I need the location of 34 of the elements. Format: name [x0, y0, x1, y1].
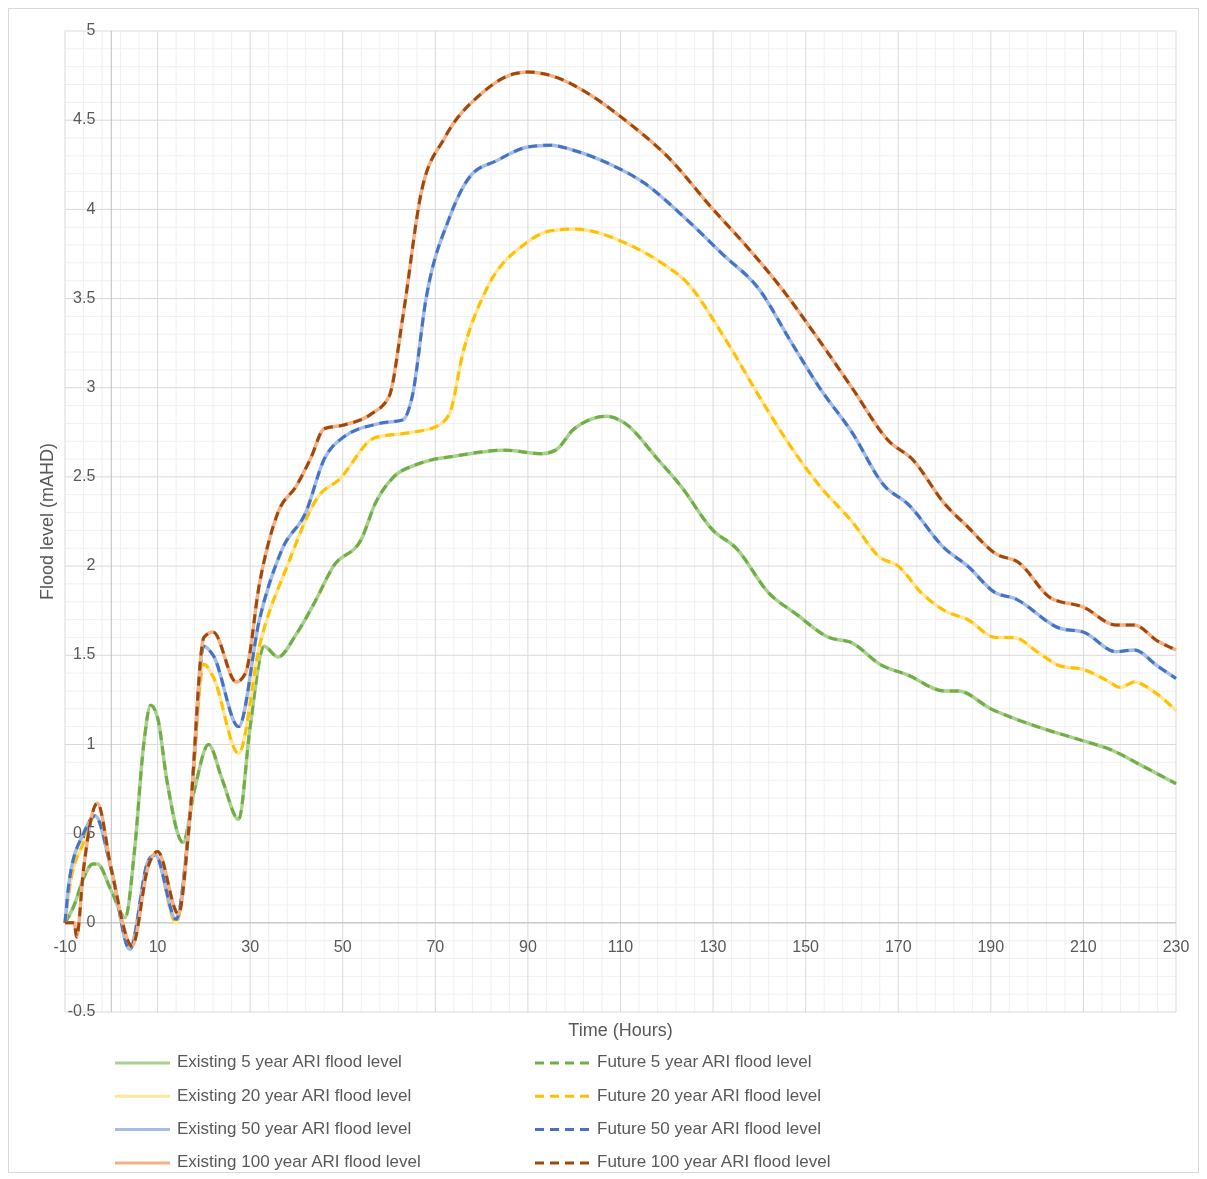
legend-label: Existing 20 year ARI flood level: [177, 1085, 412, 1105]
legend-label: Existing 5 year ARI flood level: [177, 1052, 402, 1072]
legend-label: Existing 100 year ARI flood level: [177, 1152, 421, 1172]
x-axis-title: Time (Hours): [568, 1019, 673, 1040]
y-tick-label: 4.5: [73, 110, 96, 128]
x-tick-label: 110: [607, 938, 634, 956]
legend-label: Future 20 year ARI flood level: [597, 1085, 821, 1105]
y-tick-label: -0.5: [67, 1002, 96, 1020]
x-tick-label: 150: [792, 938, 820, 956]
y-tick-label: 3: [86, 377, 96, 395]
legend-label: Future 50 year ARI flood level: [597, 1119, 821, 1139]
y-tick-label: 1.5: [73, 645, 96, 663]
x-tick-label: 230: [1162, 938, 1190, 956]
x-tick-label: 90: [519, 938, 537, 956]
y-tick-label: 4: [86, 199, 96, 217]
x-tick-label: 210: [1070, 938, 1097, 956]
x-tick-label: -10: [53, 938, 77, 956]
y-tick-label: 3.5: [73, 288, 96, 306]
x-tick-label: 50: [333, 938, 352, 956]
y-tick-label: 0: [86, 913, 96, 931]
y-axis-title: Flood level (mAHD): [36, 442, 57, 601]
x-tick-label: 30: [241, 938, 260, 956]
y-tick-label: 5: [86, 21, 96, 39]
x-tick-label: 70: [426, 938, 445, 956]
y-tick-label: 1: [86, 734, 96, 752]
legend-label: Future 100 year ARI flood level: [597, 1152, 831, 1172]
y-tick-label: 2.5: [73, 467, 96, 485]
x-tick-label: 10: [148, 938, 167, 956]
legend-label: Future 5 year ARI flood level: [597, 1052, 812, 1072]
x-tick-label: 170: [884, 938, 912, 956]
x-tick-label: 130: [699, 938, 727, 956]
y-tick-label: 2: [86, 556, 96, 574]
x-tick-label: 190: [977, 938, 1005, 956]
legend-label: Existing 50 year ARI flood level: [177, 1119, 412, 1139]
